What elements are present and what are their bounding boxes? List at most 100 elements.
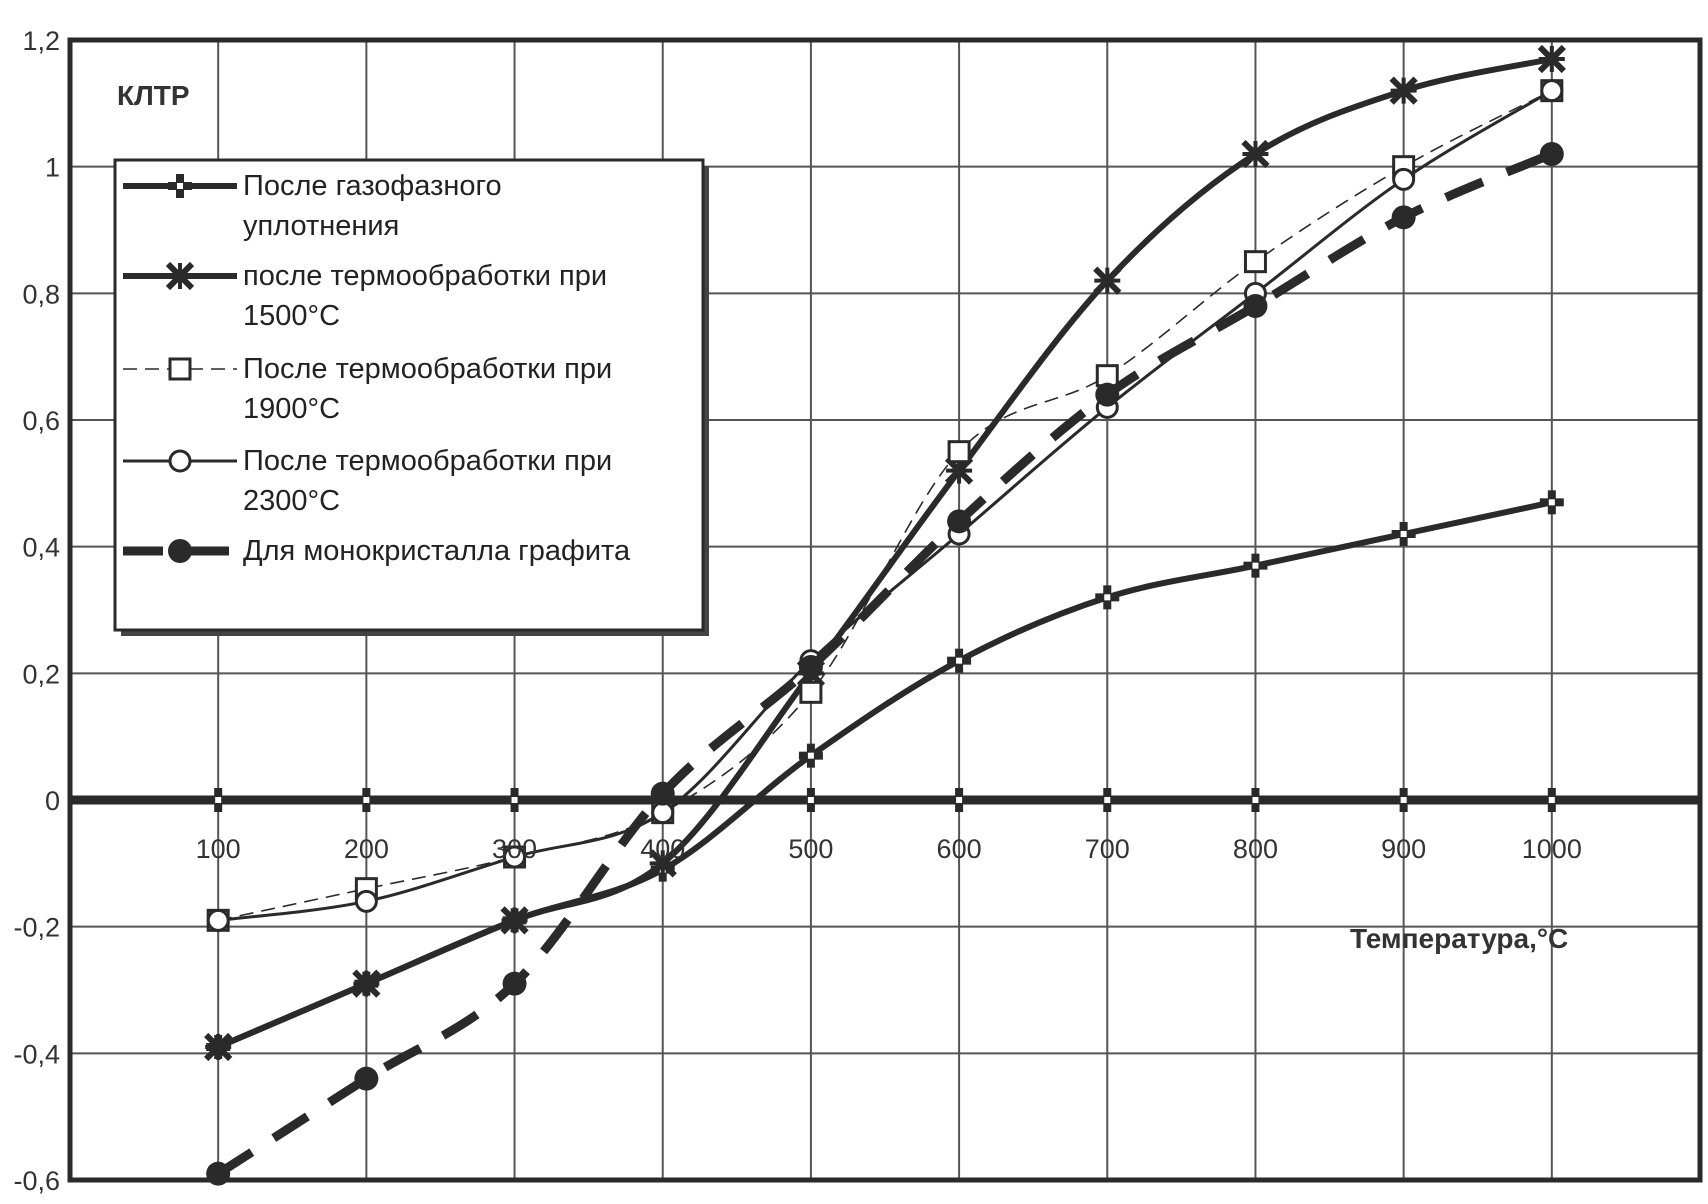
x-tick-label: 300 bbox=[492, 834, 537, 864]
zero-line-marker-center bbox=[1400, 797, 1407, 803]
series-2-point bbox=[1389, 76, 1418, 105]
legend-label: Для монокристалла графита bbox=[243, 535, 631, 567]
legend-label: 1500°С bbox=[243, 300, 340, 332]
x-axis-title: Температура,°С bbox=[1350, 923, 1568, 954]
legend-entry-2: после термообработки при 1500°С bbox=[123, 260, 607, 332]
zero-line-marker-center bbox=[1252, 797, 1259, 803]
series-1-point bbox=[947, 648, 972, 673]
zero-line-marker-center bbox=[807, 797, 814, 803]
y-tick-label: -0,4 bbox=[13, 1039, 60, 1069]
series-5-line bbox=[215, 149, 1554, 1178]
series-5-point bbox=[502, 971, 527, 996]
zero-line-marker-center bbox=[1104, 797, 1111, 803]
zero-line-marker-center bbox=[956, 797, 963, 803]
zero-line-marker bbox=[1391, 788, 1416, 812]
x-tick-label: 400 bbox=[640, 834, 685, 864]
series-5-point bbox=[1095, 382, 1120, 407]
zero-line-marker bbox=[502, 788, 527, 812]
series-5-point bbox=[206, 1161, 231, 1186]
legend-swatch-marker bbox=[168, 174, 192, 198]
series-2-point-plus bbox=[1094, 267, 1121, 294]
x-tick-label: 100 bbox=[196, 834, 241, 864]
series-5-point bbox=[1391, 205, 1416, 230]
series-1-point bbox=[1539, 490, 1564, 515]
x-tick-label: 1000 bbox=[1522, 834, 1582, 864]
series-2-point-plus bbox=[649, 850, 676, 877]
legend-label: 2300°С bbox=[243, 485, 340, 517]
zero-line-marker bbox=[1243, 788, 1268, 812]
series-1-point-center bbox=[1400, 531, 1407, 537]
series-5-point bbox=[798, 655, 823, 679]
series-2-point bbox=[352, 969, 381, 998]
x-tick-label: 900 bbox=[1381, 834, 1426, 864]
series-4-point bbox=[1540, 79, 1564, 103]
series-5-point bbox=[650, 781, 675, 806]
x-tick-label: 600 bbox=[937, 834, 982, 864]
legend-label: уплотнения bbox=[243, 210, 399, 242]
legend-swatch-marker bbox=[168, 357, 192, 381]
zero-line-marker bbox=[947, 788, 972, 812]
legend-label: После газофазного bbox=[243, 170, 502, 202]
series-2-point-plus bbox=[501, 907, 528, 934]
x-tick-label: 200 bbox=[344, 834, 389, 864]
y-tick-label: 0,8 bbox=[22, 279, 60, 309]
series-1-point bbox=[1095, 585, 1120, 610]
legend-label: после термообработки при bbox=[243, 260, 607, 292]
series-layer bbox=[204, 44, 1566, 1186]
series-5-point bbox=[1539, 142, 1564, 166]
y-tick-label: 0,2 bbox=[22, 659, 60, 689]
zero-line-marker-center bbox=[1548, 797, 1555, 803]
series-2-point bbox=[500, 906, 529, 935]
series-2-point bbox=[648, 849, 677, 878]
legend-entry-3: После термообработки при 1900°С bbox=[123, 353, 612, 425]
y-tick-label: 0,4 bbox=[22, 533, 60, 563]
legend-swatch-marker-plus bbox=[167, 263, 193, 289]
zero-line-marker-center bbox=[511, 797, 518, 803]
series-2-point-plus bbox=[205, 1034, 232, 1060]
y-tick-label: 1 bbox=[45, 153, 60, 183]
series-3-point bbox=[799, 680, 823, 704]
series-3-point bbox=[1243, 250, 1267, 274]
legend-label: После термообработки при bbox=[243, 445, 612, 477]
series-2-point bbox=[1093, 266, 1122, 295]
legend-swatch-marker bbox=[168, 539, 192, 563]
legend-swatch-marker-center bbox=[177, 183, 183, 189]
series-1-point-center bbox=[1252, 562, 1259, 569]
series-2-point bbox=[204, 1032, 233, 1062]
y-tick-label: 1,2 bbox=[22, 26, 60, 56]
series-4-line bbox=[217, 89, 1553, 922]
y-tick-label: -0,6 bbox=[13, 1166, 60, 1196]
legend-swatch-marker bbox=[168, 449, 192, 473]
series-2-point-plus bbox=[353, 970, 380, 997]
series-1-point bbox=[1391, 522, 1416, 546]
tick-labels: -0,6 -0,4 -0,2 0 0,2 0,4 0,6 0,8 1 1,2 100 200 300 40… bbox=[13, 26, 1581, 1196]
series-5 bbox=[206, 142, 1564, 1186]
series-2-line bbox=[217, 56, 1553, 1050]
series-2-point-plus bbox=[1538, 46, 1565, 72]
plot-border bbox=[67, 37, 1703, 1183]
series-2-point bbox=[1241, 139, 1270, 169]
legend: После газофазного уплотнения после термооб… bbox=[113, 158, 709, 636]
legend-entry-4: После термообработки при 2300°С bbox=[123, 445, 612, 517]
series-1-point-center bbox=[1548, 499, 1555, 506]
zero-line-marker bbox=[1095, 788, 1120, 812]
zero-line-marker-center bbox=[363, 797, 370, 803]
series-1-point-center bbox=[807, 752, 814, 759]
series-3-point bbox=[947, 440, 971, 464]
zero-line-marker bbox=[206, 788, 231, 812]
series-1-point-center bbox=[1104, 594, 1111, 601]
series-1-point bbox=[1243, 553, 1268, 578]
y-tick-label: 0,6 bbox=[22, 406, 60, 436]
legend-label: 1900°С bbox=[243, 393, 340, 425]
series-5-point bbox=[1243, 294, 1268, 318]
series-4-point bbox=[354, 889, 378, 913]
series-1-point bbox=[798, 743, 823, 768]
series-4-point bbox=[1392, 167, 1416, 191]
zero-line-marker bbox=[798, 788, 823, 812]
series-2 bbox=[204, 44, 1566, 1062]
series-3-line bbox=[218, 89, 1553, 922]
x-tick-label: 700 bbox=[1085, 834, 1130, 864]
zero-line-marker bbox=[354, 788, 379, 812]
axes bbox=[67, 37, 1703, 1183]
